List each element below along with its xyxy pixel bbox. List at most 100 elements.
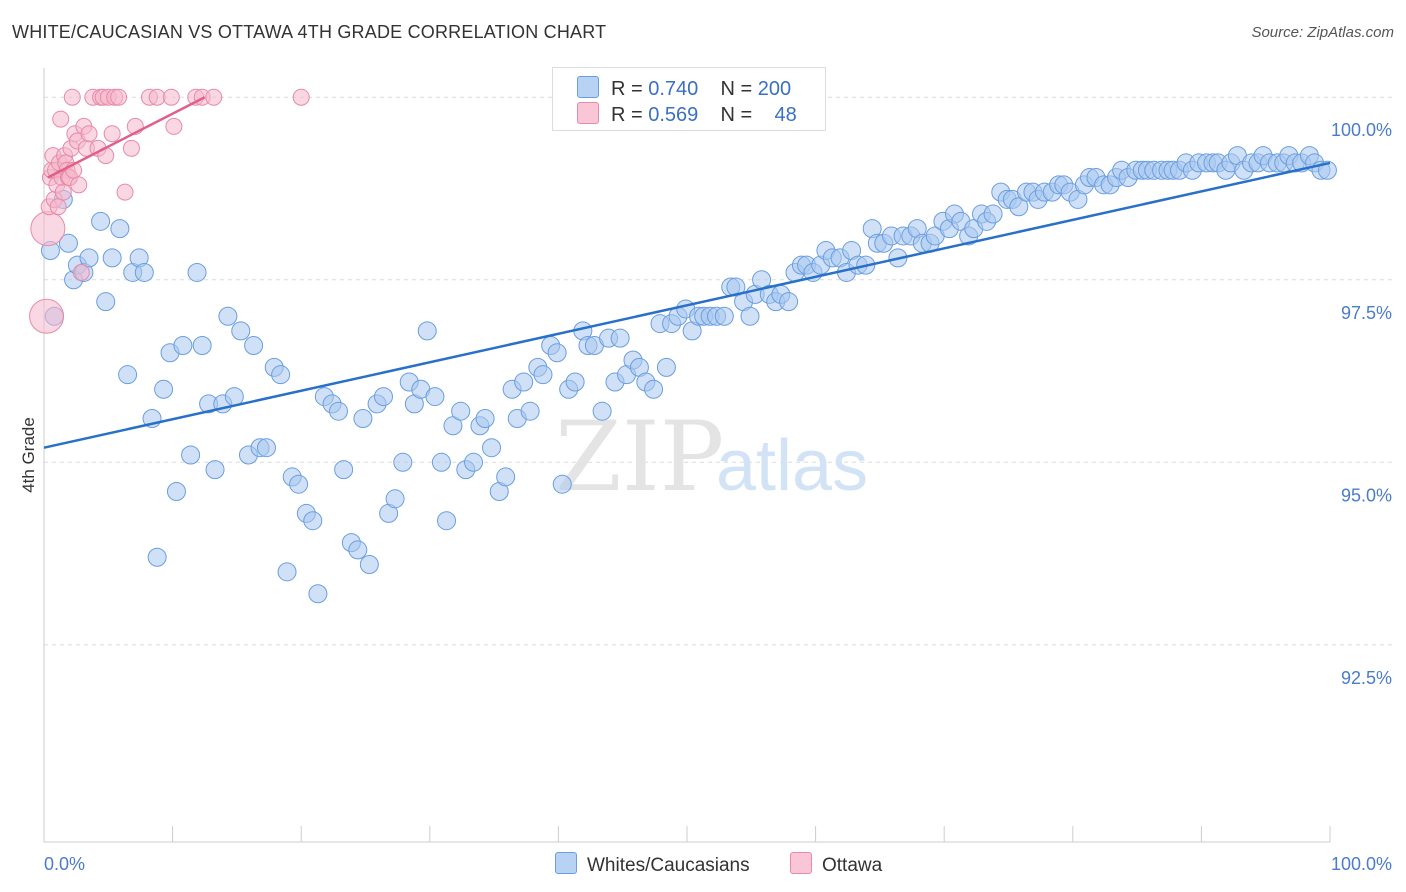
blue-point-77	[533, 365, 553, 385]
legend-label-ottawa: Ottawa	[822, 855, 883, 876]
blue-point-17	[147, 547, 167, 567]
axes	[43, 68, 1331, 843]
blue-point-151	[1009, 197, 1029, 217]
blue-point-96	[656, 357, 676, 377]
blue-point-18	[154, 379, 174, 399]
grid-lines	[44, 96, 1392, 646]
pink-point-0	[29, 298, 65, 334]
blue-point-147	[983, 204, 1003, 224]
blue-point-64	[451, 401, 471, 421]
pink-point-24	[70, 176, 88, 194]
blue-point-86	[592, 401, 612, 421]
blue-point-74	[514, 372, 534, 392]
pink-point-48	[292, 88, 310, 106]
y-tick-label-2: 97.5%	[1341, 303, 1392, 323]
pink-point-43	[162, 88, 180, 106]
blue-point-23	[187, 262, 207, 282]
legend-swatch-blue	[577, 76, 599, 98]
trend-line-pink	[47, 96, 206, 179]
watermark-atlas: atlas	[716, 426, 868, 506]
blue-point-45	[328, 401, 348, 421]
blue-point-22	[181, 445, 201, 465]
blue-point-10	[102, 248, 122, 268]
watermark-zip: ZIP	[555, 401, 724, 513]
source-label: Source: ZipAtlas.com	[1251, 24, 1394, 41]
legend-r-label: R =	[611, 104, 643, 126]
pink-point-47	[205, 88, 223, 106]
blue-point-115	[779, 292, 799, 312]
pink-point-20	[63, 88, 81, 106]
blue-point-63	[443, 416, 463, 436]
series-ottawa	[29, 88, 310, 334]
legend-r-value-pink: 0.569	[648, 104, 699, 126]
blue-point-105	[714, 306, 734, 326]
chart-title: WHITE/CAUCASIAN VS OTTAWA 4TH GRADE CORR…	[12, 22, 607, 42]
legend-n-label: N =	[720, 104, 753, 126]
pink-point-37	[110, 88, 128, 106]
blue-point-37	[277, 562, 297, 582]
y-tick-label-0: 92.5%	[1341, 668, 1392, 688]
x-tick-label-min: 0.0%	[44, 854, 85, 874]
pink-point-9	[49, 198, 67, 216]
x-tick-label-max: 100.0%	[1331, 854, 1392, 874]
blue-point-55	[393, 452, 413, 472]
legend-row-blue: R = 0.740 N = 200	[577, 76, 791, 100]
blue-point-11	[110, 219, 130, 239]
blue-point-21	[173, 335, 193, 355]
blue-point-48	[348, 540, 368, 560]
blue-point-15	[134, 262, 154, 282]
blue-point-41	[303, 511, 323, 531]
blue-point-69	[482, 438, 502, 458]
trend-lines	[43, 96, 1331, 449]
legend-n-label: N =	[720, 78, 753, 100]
legend-n-value-pink: 48	[774, 104, 797, 126]
pink-point-25	[72, 263, 90, 281]
blue-point-8	[91, 211, 111, 231]
y-tick-label-1: 95.0%	[1341, 485, 1392, 505]
blue-point-60	[425, 387, 445, 407]
legend-label-whites: Whites/Caucasians	[587, 855, 750, 876]
stats-legend: R = 0.740 N = 200 R = 0.569 N = 48	[552, 67, 826, 131]
blue-point-79	[547, 343, 567, 363]
blue-point-36	[271, 365, 291, 385]
pink-point-44	[165, 117, 183, 135]
blue-point-24	[192, 335, 212, 355]
blue-point-42	[308, 584, 328, 604]
blue-point-107	[726, 277, 746, 297]
blue-point-9	[96, 292, 116, 312]
blue-point-46	[334, 460, 354, 480]
blue-point-61	[431, 452, 451, 472]
blue-point-75	[520, 401, 540, 421]
bottom-legend-whites: Whites/Caucasians	[555, 852, 750, 877]
trend-line-blue	[43, 161, 1331, 449]
tick-labels: 92.5% 95.0% 97.5% 100.0% 0.0% 100.0%	[44, 120, 1392, 874]
blue-point-89	[610, 328, 630, 348]
pink-point-1	[30, 211, 66, 247]
blue-point-50	[359, 555, 379, 575]
blue-point-32	[244, 335, 264, 355]
legend-swatch-blue	[555, 852, 577, 874]
blue-point-66	[464, 452, 484, 472]
pink-point-42	[148, 88, 166, 106]
blue-point-49	[353, 408, 373, 428]
blue-point-7	[79, 248, 99, 268]
legend-swatch-pink	[577, 102, 599, 124]
pink-point-13	[54, 183, 72, 201]
blue-point-3	[58, 233, 78, 253]
legend-row-pink: R = 0.569 N = 48	[577, 102, 797, 126]
bottom-legend-ottawa: Ottawa	[790, 852, 882, 877]
legend-swatch-pink	[790, 852, 812, 874]
blue-point-39	[289, 474, 309, 494]
blue-point-62	[437, 511, 457, 531]
blue-point-52	[374, 387, 394, 407]
pink-point-39	[122, 139, 140, 157]
pink-point-11	[52, 110, 70, 128]
blue-point-94	[644, 379, 664, 399]
blue-point-12	[118, 365, 138, 385]
pink-point-38	[116, 183, 134, 201]
blue-point-30	[231, 321, 251, 341]
blue-point-26	[205, 460, 225, 480]
blue-point-80	[552, 474, 572, 494]
blue-point-68	[475, 408, 495, 428]
